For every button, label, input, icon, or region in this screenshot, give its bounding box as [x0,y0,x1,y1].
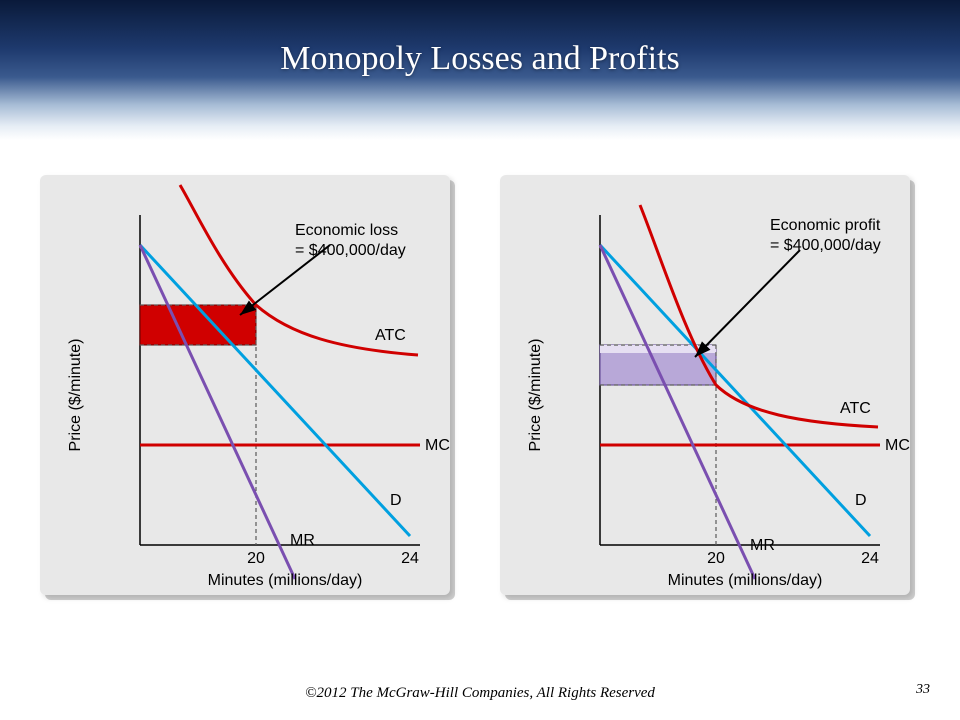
mr-curve [600,245,755,579]
label-mr: MR [750,537,775,554]
annotation-arrow [695,250,800,357]
annotation-l1: Economic loss [295,222,398,239]
right-panel: 20 24 ATC MC D MR Economic profit = $400… [500,175,910,595]
y-axis-label: Price ($/minute) [527,339,544,452]
label-mc: MC [885,437,910,454]
label-mr: MR [290,532,315,549]
label-d: D [855,492,867,509]
label-d: D [390,492,402,509]
label-atc: ATC [375,327,406,344]
xtick-20: 20 [707,550,725,567]
title-banner: Monopoly Losses and Profits [0,0,960,140]
annotation-l2: = $400,000/day [295,242,406,259]
slide-title: Monopoly Losses and Profits [0,40,960,78]
left-panel: 20 24 ATC MC D MR Economic loss = $400,0… [40,175,450,595]
copyright-footer: ©2012 The McGraw-Hill Companies, All Rig… [0,685,960,702]
x-axis-label: Minutes (millions/day) [208,572,363,589]
xtick-24: 24 [861,550,879,567]
demand-curve [600,245,870,536]
label-mc: MC [425,437,450,454]
xtick-20: 20 [247,550,265,567]
page-number: 33 [916,682,930,698]
x-axis-label: Minutes (millions/day) [668,572,823,589]
panels-container: 20 24 ATC MC D MR Economic loss = $400,0… [40,175,920,620]
y-axis-label: Price ($/minute) [67,339,84,452]
loss-rectangle [140,305,256,345]
label-atc: ATC [840,400,871,417]
right-chart: 20 24 ATC MC D MR Economic profit = $400… [500,175,910,595]
annotation-l1: Economic profit [770,217,881,234]
xtick-24: 24 [401,550,419,567]
left-chart: 20 24 ATC MC D MR Economic loss = $400,0… [40,175,450,595]
mr-curve [140,245,295,579]
annotation-l2: = $400,000/day [770,237,881,254]
